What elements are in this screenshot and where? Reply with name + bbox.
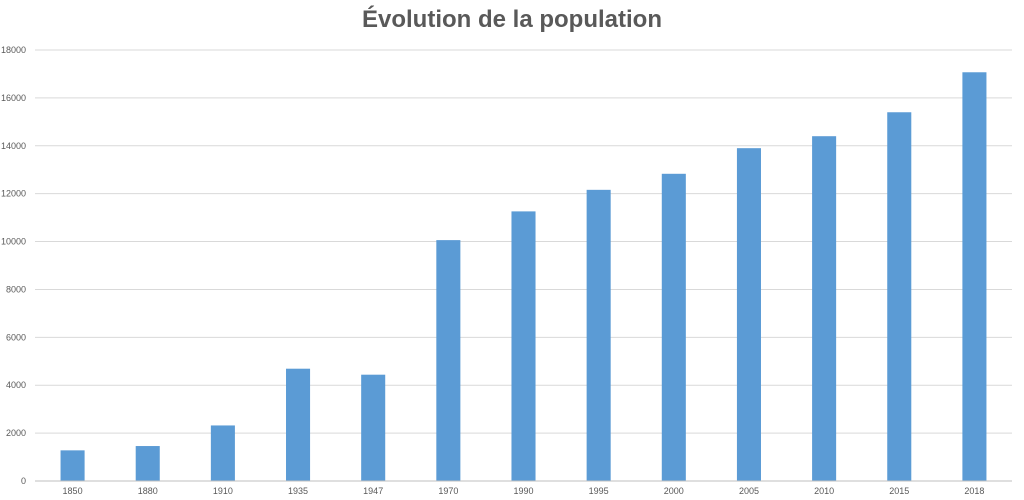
x-tick-label: 2018 <box>964 486 984 496</box>
y-tick-label: 4000 <box>6 380 26 390</box>
bar-1995 <box>586 189 611 481</box>
y-tick-label: 16000 <box>1 93 26 103</box>
y-tick-label: 12000 <box>1 189 26 199</box>
y-tick-label: 10000 <box>1 237 26 247</box>
y-tick-label: 0 <box>21 476 26 486</box>
bar-1880 <box>135 446 160 481</box>
bar-1850 <box>60 450 85 481</box>
bar-1990 <box>511 211 536 481</box>
y-tick-label: 2000 <box>6 428 26 438</box>
bar-2015 <box>887 112 912 481</box>
bar-2000 <box>661 173 686 481</box>
y-tick-label: 8000 <box>6 284 26 294</box>
x-tick-label: 1935 <box>288 486 308 496</box>
bar-1910 <box>210 425 235 481</box>
bar-2010 <box>812 136 837 481</box>
y-tick-label: 6000 <box>6 332 26 342</box>
bar-2018 <box>962 72 987 481</box>
bar-1970 <box>436 240 461 481</box>
x-tick-label: 1947 <box>363 486 383 496</box>
x-tick-label: 1995 <box>589 486 609 496</box>
x-tick-label: 1910 <box>213 486 233 496</box>
bar-1935 <box>286 368 311 481</box>
x-tick-label: 2015 <box>889 486 909 496</box>
x-tick-label: 1990 <box>513 486 533 496</box>
x-tick-label: 1880 <box>138 486 158 496</box>
x-tick-label: 1970 <box>438 486 458 496</box>
chart-title: Évolution de la population <box>362 6 662 33</box>
x-tick-label: 1850 <box>63 486 83 496</box>
y-tick-label: 18000 <box>1 45 26 55</box>
x-tick-label: 2000 <box>664 486 684 496</box>
x-tick-label: 2010 <box>814 486 834 496</box>
bar-2005 <box>736 148 761 481</box>
y-tick-label: 14000 <box>1 141 26 151</box>
x-tick-label: 2005 <box>739 486 759 496</box>
bar-1947 <box>361 374 386 481</box>
